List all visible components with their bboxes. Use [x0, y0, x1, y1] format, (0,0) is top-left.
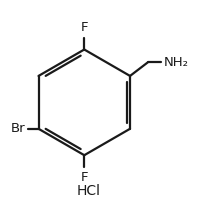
Text: NH₂: NH₂ — [164, 56, 189, 69]
Text: F: F — [80, 21, 88, 34]
Text: Br: Br — [10, 122, 25, 135]
Text: F: F — [80, 171, 88, 184]
Text: HCl: HCl — [76, 184, 100, 199]
